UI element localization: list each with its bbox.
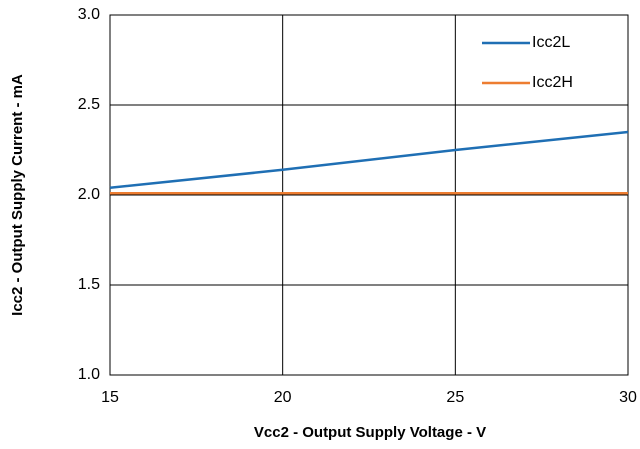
- legend-label: Icc2H: [532, 74, 573, 91]
- x-tick-label: 20: [274, 389, 292, 406]
- legend-label: Icc2L: [532, 34, 570, 51]
- y-tick-label: 2.0: [78, 186, 100, 203]
- x-tick-label: 30: [619, 389, 637, 406]
- y-tick-label: 1.0: [78, 366, 100, 383]
- y-axis-label: Icc2 - Output Supply Current - mA: [9, 74, 26, 316]
- y-tick-label: 3.0: [78, 6, 100, 23]
- series-line: [109, 130, 629, 190]
- plot-frame: [109, 14, 629, 376]
- x-tick-label: 15: [101, 389, 119, 406]
- y-tick-label: 2.5: [78, 96, 100, 113]
- x-tick-label: 25: [446, 389, 464, 406]
- y-tick-label: 1.5: [78, 276, 100, 293]
- x-axis-label: Vcc2 - Output Supply Voltage - V: [254, 424, 486, 441]
